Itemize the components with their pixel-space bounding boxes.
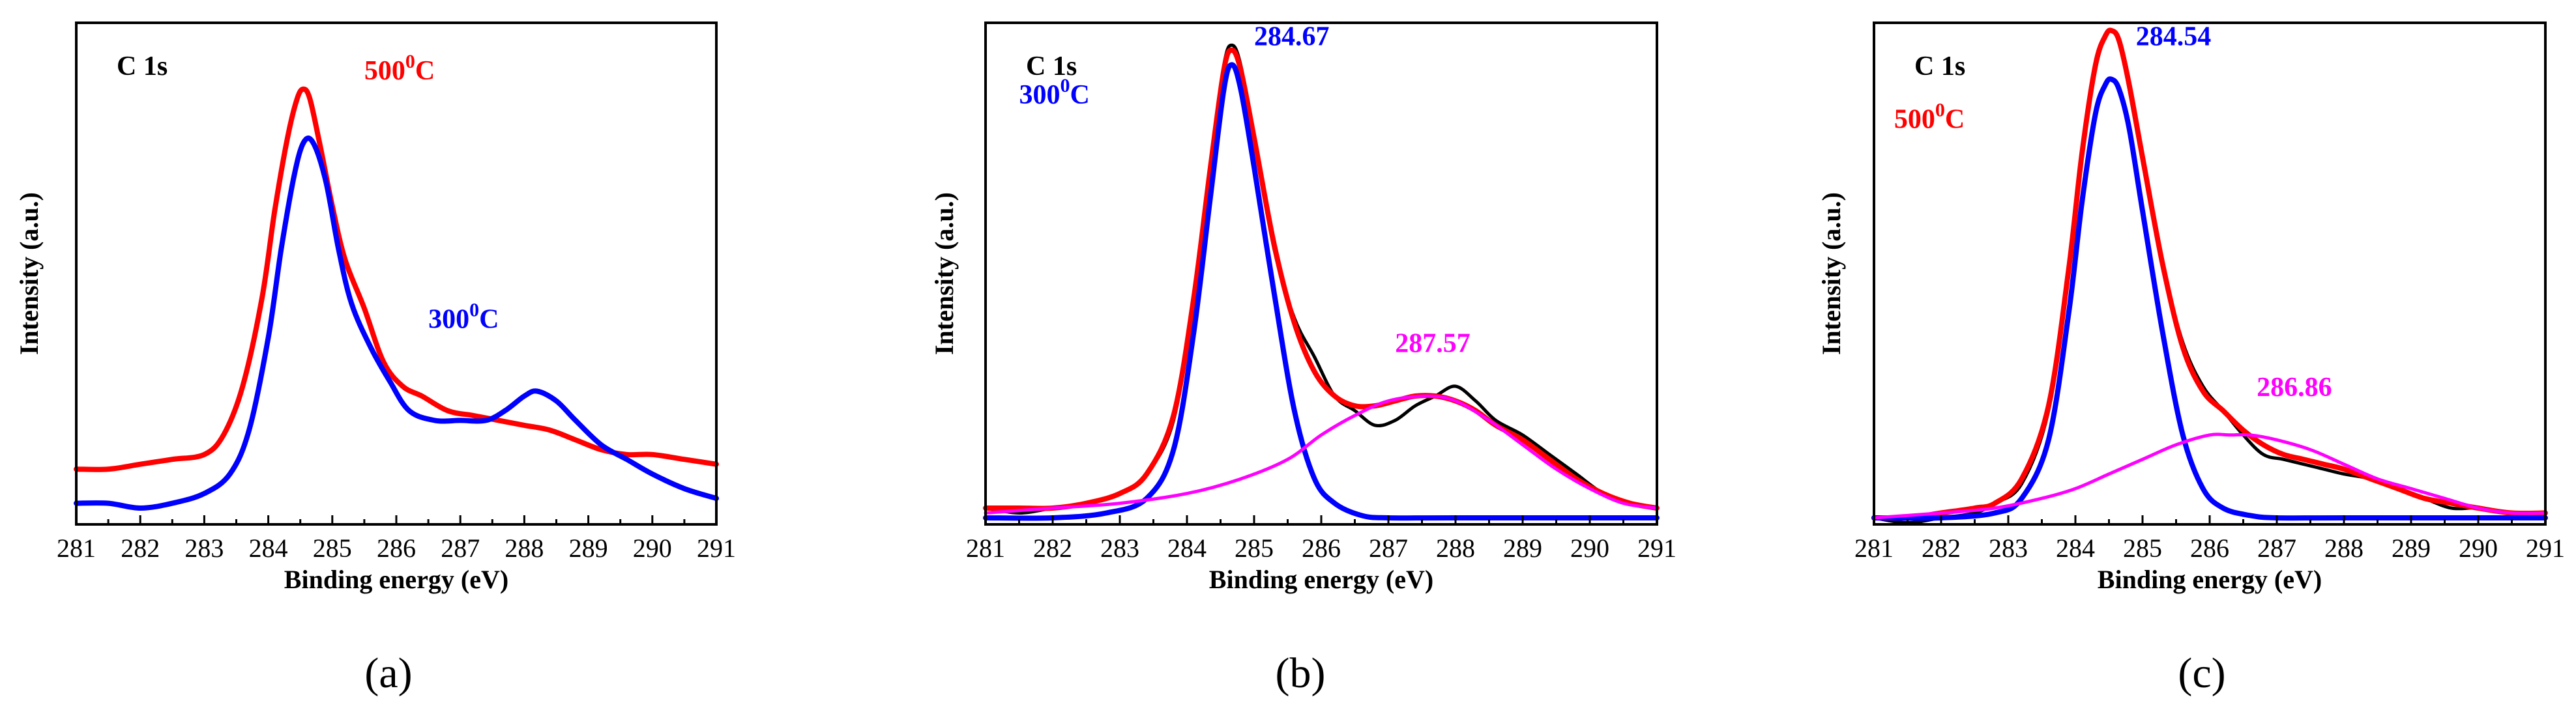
series-line-peak-284-67	[983, 62, 1660, 521]
x-tick-label: 281	[966, 533, 1005, 563]
panel-2: 281 282 283 284 285 286 287 288 289 290 291 Binding…	[929, 21, 1676, 594]
x-tick-label: 289	[1503, 533, 1542, 563]
series-line-envelope-fit	[1871, 27, 2548, 521]
y-axis-label: Intensity (a.u.)	[1817, 192, 1846, 355]
x-tick-label: 288	[1436, 533, 1475, 563]
x-tick-label: 282	[1922, 533, 1961, 563]
x-tick-label: 287	[441, 533, 480, 563]
x-tick-label: 281	[1854, 533, 1894, 563]
annotation-label: 287.57	[1395, 329, 1471, 359]
x-tick-label: 290	[2459, 533, 2498, 563]
annotation-label: 3000C	[428, 299, 499, 334]
x-tick-label: 282	[121, 533, 160, 563]
chart-title: C 1s	[1914, 51, 1965, 81]
y-axis-label: Intensity (a.u.)	[929, 192, 959, 355]
x-tick-label: 285	[2123, 533, 2162, 563]
annotation-label: 286.86	[2257, 373, 2332, 403]
x-axis-label: Binding energy (eV)	[284, 565, 508, 594]
chart-title: C 1s	[1026, 51, 1077, 81]
x-tick-label: 284	[1167, 533, 1207, 563]
plot-frame	[1873, 21, 2547, 526]
x-tick-label: 289	[569, 533, 608, 563]
x-tick-label: 288	[505, 533, 544, 563]
series-line-raw-data	[1872, 28, 2547, 524]
x-tick-label: 286	[2190, 533, 2229, 563]
x-tick-label: 284	[2056, 533, 2095, 563]
panel-label: (c)	[2178, 649, 2225, 697]
series-line-peak-286-86	[1872, 433, 2547, 520]
x-tick-label: 287	[1369, 533, 1408, 563]
panel-3: 281 282 283 284 285 286 287 288 289 290 291 Binding…	[1817, 21, 2565, 594]
x-tick-label: 284	[249, 533, 288, 563]
x-tick-label: 287	[2257, 533, 2296, 563]
x-tick-label: 286	[1302, 533, 1341, 563]
annotation-label: 5000C	[364, 51, 435, 86]
series-line-peak-287-57	[984, 394, 1659, 515]
series-line-500-c	[74, 86, 719, 472]
panel-label: (b)	[1276, 649, 1326, 697]
series-line-envelope-fit	[983, 47, 1660, 511]
x-tick-label: 282	[1033, 533, 1072, 563]
x-tick-label: 286	[377, 533, 416, 563]
x-tick-label: 291	[1637, 533, 1676, 563]
x-tick-label: 283	[1989, 533, 2028, 563]
x-tick-label: 283	[1100, 533, 1139, 563]
panel-label: (a)	[364, 649, 412, 697]
x-tick-label: 285	[1235, 533, 1274, 563]
panel-1: 281 282 283 284 285 286 287 288 289 290 291 Binding…	[14, 21, 736, 594]
x-tick-label: 285	[313, 533, 352, 563]
x-axis-label: Binding energy (eV)	[1209, 565, 1433, 594]
x-tick-label: 290	[1570, 533, 1609, 563]
x-tick-label: 291	[697, 533, 736, 563]
x-tick-label: 290	[633, 533, 672, 563]
series-line-peak-284-54	[1871, 76, 2548, 521]
x-tick-label: 289	[2392, 533, 2431, 563]
x-tick-label: 288	[2324, 533, 2364, 563]
x-tick-label: 281	[57, 533, 96, 563]
x-tick-label: 291	[2526, 533, 2565, 563]
annotation-label: 284.54	[2136, 21, 2212, 51]
series-line-raw-data	[984, 43, 1659, 515]
x-tick-label: 283	[184, 533, 224, 563]
chart-title: C 1s	[117, 51, 168, 81]
plot-frame	[75, 21, 718, 526]
series-line-300-c	[74, 135, 719, 511]
annotation-label: 5000C	[1894, 100, 1965, 135]
x-axis-label: Binding energy (eV)	[2098, 565, 2322, 594]
annotation-label: 284.67	[1254, 21, 1330, 51]
annotation-label: 3000C	[1019, 75, 1090, 110]
y-axis-label: Intensity (a.u.)	[14, 192, 44, 355]
